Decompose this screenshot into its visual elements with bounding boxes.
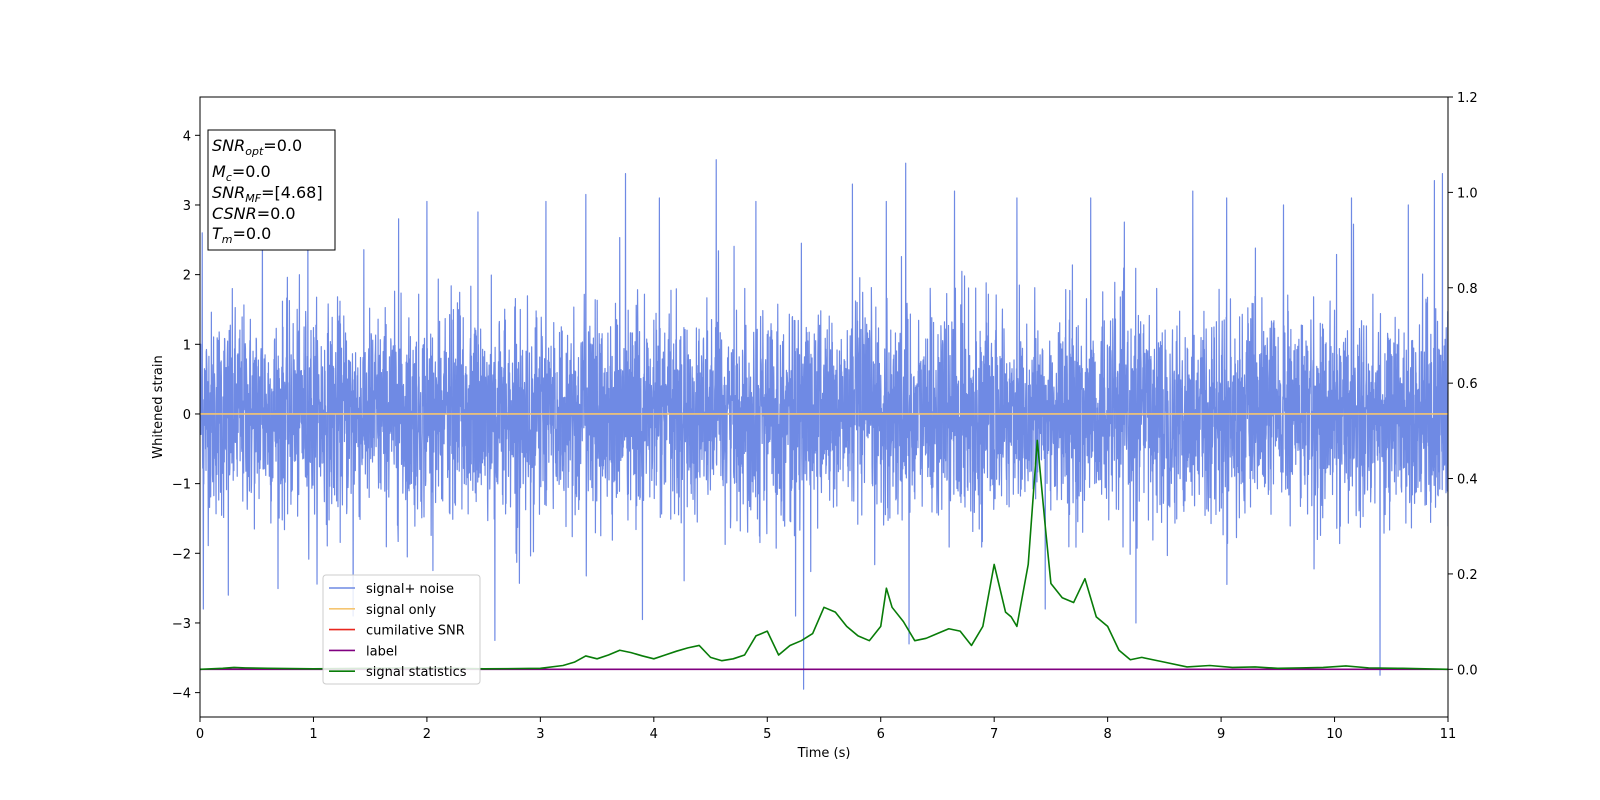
y2-tick-label: 0.6	[1457, 377, 1478, 392]
annotation-subscript: MF	[245, 192, 261, 205]
y-tick-label: 2	[183, 269, 191, 284]
y2-tick-label: 0.0	[1457, 663, 1478, 678]
annotation-value: =0.0	[233, 224, 272, 243]
y2-tick-label: 0.2	[1457, 568, 1478, 583]
x-axis: 0 1 2 3 4 5 6 7 8 9 10 11	[196, 717, 1456, 742]
annotation-line: CSNR=0.0	[212, 204, 296, 223]
y-axis-right: 0.0 0.2 0.4 0.6 0.8 1.0 1.2	[1448, 91, 1478, 678]
legend-label-signal-only: signal only	[366, 603, 436, 618]
annotation-symbol: CSNR	[212, 204, 257, 223]
legend: signal+ noise signal only cumilative SNR la…	[322, 574, 481, 685]
x-tick-label: 10	[1326, 727, 1343, 742]
annotation-subscript: c	[226, 171, 232, 184]
legend-label-signal-noise: signal+ noise	[366, 582, 454, 597]
annotation-value: =0.0	[232, 162, 271, 181]
annotation-line: Mc=0.0	[212, 162, 271, 184]
plot-frame	[199, 96, 1449, 718]
x-axis-label: Time (s)	[797, 746, 851, 761]
annotation-value: =[4.68]	[261, 183, 323, 202]
annotation-subscript: m	[222, 233, 233, 246]
y-tick-label: −1	[172, 478, 191, 493]
y-tick-label: −2	[172, 547, 191, 562]
x-tick-label: 11	[1440, 727, 1457, 742]
x-tick-label: 7	[990, 727, 998, 742]
annotation-subscript: opt	[245, 145, 264, 158]
y2-tick-label: 0.8	[1457, 282, 1478, 297]
x-tick-label: 0	[196, 727, 204, 742]
x-tick-label: 2	[423, 727, 431, 742]
x-tick-label: 6	[877, 727, 885, 742]
annotation-value: =0.0	[263, 136, 302, 155]
y-tick-label: 0	[183, 408, 191, 423]
annotation-frame	[207, 129, 336, 251]
legend-label-cumilative-snr: cumilative SNR	[366, 624, 465, 639]
annotation-symbol: M	[212, 162, 226, 181]
x-tick-label: 4	[650, 727, 658, 742]
legend-label-label: label	[366, 644, 397, 659]
x-tick-label: 8	[1103, 727, 1111, 742]
y-tick-label: 3	[183, 199, 191, 214]
series-line-signal-statistics	[200, 439, 1448, 671]
annotation-line: SNRopt=0.0	[212, 136, 302, 158]
series-line-signal-noise	[200, 159, 1448, 690]
y2-tick-label: 1.0	[1457, 186, 1478, 201]
y-tick-label: 1	[183, 338, 191, 353]
annotation-symbol: T	[212, 224, 223, 243]
annotation-line: Tm=0.0	[212, 224, 271, 246]
annotation-symbol: SNR	[212, 136, 245, 155]
legend-label-signal-statistics: signal statistics	[366, 665, 467, 680]
y-axis-label: Whitened strain	[151, 355, 166, 458]
x-tick-label: 5	[763, 727, 771, 742]
annotation-value: =0.0	[257, 204, 296, 223]
annotation-symbol: SNR	[212, 183, 245, 202]
y-tick-label: −3	[172, 617, 191, 632]
x-tick-label: 9	[1217, 727, 1225, 742]
y2-tick-label: 1.2	[1457, 91, 1478, 106]
annotation-line: SNRMF=[4.68]	[212, 183, 323, 205]
x-tick-label: 1	[309, 727, 317, 742]
y-tick-label: 4	[183, 129, 191, 144]
y-tick-label: −4	[172, 687, 191, 702]
legend-frame	[322, 574, 481, 685]
y2-tick-label: 0.4	[1457, 473, 1478, 488]
parameter-annotation-box: SNRopt=0.0Mc=0.0SNRMF=[4.68]CSNR=0.0Tm=0…	[207, 129, 336, 251]
y-axis-left: −4 −3 −2 −1 0 1 2 3 4	[172, 129, 200, 702]
signal-noise-series	[200, 159, 1448, 690]
x-tick-label: 3	[536, 727, 544, 742]
